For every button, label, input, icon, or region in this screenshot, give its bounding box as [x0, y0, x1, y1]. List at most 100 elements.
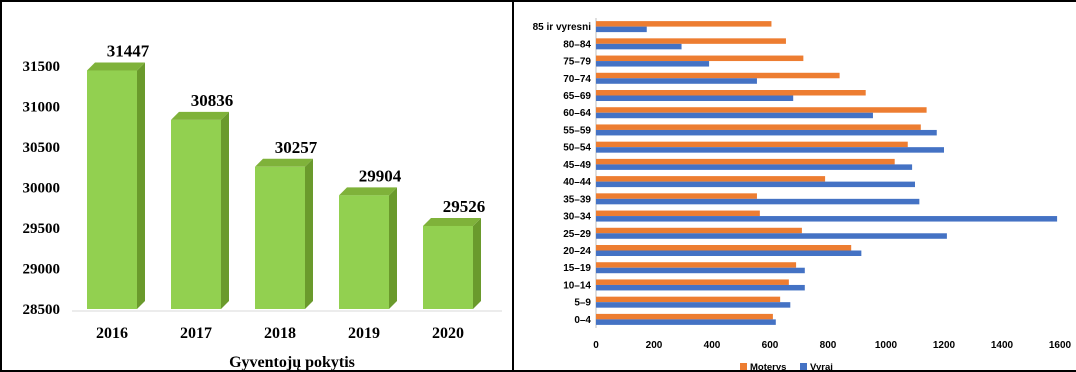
- bar-moterys-9: [596, 158, 895, 165]
- bar-moterys-7: [596, 193, 757, 199]
- bar-top: [171, 111, 229, 120]
- bar-moterys-14: [596, 72, 840, 79]
- x-axis-title: Gyventojų pokytis: [229, 354, 355, 370]
- legend-swatch-moterys: [740, 363, 747, 370]
- bar-vyrai-17: [596, 26, 647, 33]
- bar-vyrai-10: [596, 147, 944, 153]
- x-tick-label: 200: [646, 340, 663, 351]
- bar-vyrai-15: [596, 61, 710, 67]
- bar-vyrai-12: [596, 112, 873, 119]
- y-tick-label: 75–79: [563, 57, 591, 68]
- data-label: 30836: [191, 91, 234, 110]
- y-tick-label: 85 ir vyresni: [533, 22, 592, 33]
- bar-moterys-16: [596, 38, 786, 44]
- x-tick-label: 2018: [264, 325, 296, 342]
- age-sex-chart-panel: 0–4 5–9 10–14 15–19 20–24 25–29 30–34 35–39 40–4…: [514, 0, 1076, 372]
- y-tick-label: 20–24: [563, 246, 591, 257]
- bar-moterys-11: [596, 124, 921, 130]
- legend-label: Moterys: [750, 362, 786, 370]
- bar-side: [137, 62, 145, 309]
- y-tick-label: 28500: [23, 302, 61, 318]
- y-tick-label: 70–74: [563, 74, 591, 85]
- x-tick-label: 1200: [933, 340, 956, 351]
- bar-moterys-3: [596, 262, 797, 268]
- bar-vyrai-7: [596, 198, 920, 205]
- bar-vyrai-13: [596, 95, 794, 101]
- bar-2016: [87, 70, 137, 309]
- bar-side: [305, 158, 313, 309]
- bar-moterys-10: [596, 141, 908, 148]
- x-tick-label: 1000: [875, 340, 898, 351]
- bar-side: [473, 217, 481, 309]
- bar-vyrai-1: [596, 302, 791, 308]
- y-tick-label: 29500: [23, 221, 61, 237]
- y-tick-label: 30500: [23, 140, 61, 156]
- y-tick-label: 31500: [23, 59, 61, 75]
- y-tick-label: 0–4: [574, 315, 591, 326]
- bar-vyrai-14: [596, 78, 757, 84]
- data-label: 29526: [443, 197, 486, 216]
- bar-top: [339, 187, 397, 196]
- y-tick-label: 25–29: [563, 229, 591, 240]
- bar-vyrai-16: [596, 43, 682, 50]
- bar-moterys-17: [596, 21, 772, 27]
- bar-vyrai-11: [596, 129, 937, 136]
- y-tick-label: 5–9: [574, 298, 591, 309]
- bar-vyrai-3: [596, 267, 805, 274]
- x-tick-label: 0: [593, 340, 599, 351]
- x-tick-label: 1600: [1049, 340, 1072, 351]
- bar-moterys-1: [596, 296, 781, 303]
- y-tick-label: 15–19: [563, 263, 591, 274]
- population-change-chart: 28500 29000 29500 30000 30500 31000 31500 31447…: [23, 41, 502, 370]
- y-tick-label: 45–49: [563, 160, 591, 171]
- data-label: 30257: [275, 138, 318, 157]
- bar-side: [221, 111, 229, 310]
- bar-moterys-13: [596, 90, 866, 96]
- y-tick-label: 29000: [23, 262, 61, 278]
- population-change-chart-panel: 28500 29000 29500 30000 30500 31000 31500 31447…: [0, 0, 514, 372]
- bar-2020: [423, 225, 473, 309]
- y-tick-label: 30–34: [563, 212, 591, 223]
- y-tick-label: 55–59: [563, 125, 591, 136]
- data-label: 31447: [107, 41, 150, 60]
- x-tick-label: 600: [762, 340, 779, 351]
- bar-moterys-5: [596, 227, 802, 234]
- bar-moterys-15: [596, 55, 804, 62]
- bar-2018: [255, 166, 305, 309]
- bar-vyrai-4: [596, 250, 862, 256]
- legend-label: Vyrai: [810, 362, 833, 370]
- bar-moterys-6: [596, 210, 760, 217]
- x-tick-label: 1400: [991, 340, 1014, 351]
- bar-side: [389, 187, 397, 309]
- data-label: 29904: [359, 166, 402, 185]
- bar-2019: [339, 195, 389, 309]
- x-tick-label: 2016: [96, 325, 128, 342]
- legend-swatch-vyrai: [800, 363, 807, 370]
- bar-top: [423, 217, 481, 226]
- bar-vyrai-0: [596, 319, 776, 325]
- y-tick-label: 35–39: [563, 194, 591, 205]
- bar-top: [87, 62, 145, 71]
- y-tick-label: 65–69: [563, 91, 591, 102]
- bar-2017: [171, 119, 221, 310]
- x-tick-label: 2017: [180, 325, 212, 342]
- x-tick-label: 2019: [348, 325, 380, 342]
- y-tick-label: 30000: [23, 181, 61, 197]
- y-tick-label: 80–84: [563, 39, 591, 50]
- bar-top: [255, 158, 313, 167]
- y-tick-label: 40–44: [563, 177, 591, 188]
- bar-moterys-8: [596, 176, 826, 182]
- x-tick-label: 2020: [432, 325, 464, 342]
- bar-vyrai-6: [596, 216, 1058, 222]
- y-tick-label: 31000: [23, 100, 61, 116]
- bar-moterys-12: [596, 107, 927, 113]
- bar-vyrai-2: [596, 284, 805, 291]
- bar-moterys-0: [596, 313, 773, 320]
- y-tick-label: 50–54: [563, 143, 591, 154]
- bar-moterys-4: [596, 245, 852, 251]
- x-tick-label: 400: [704, 340, 721, 351]
- bar-vyrai-5: [596, 233, 947, 239]
- bar-moterys-2: [596, 279, 789, 285]
- y-tick-label: 60–64: [563, 108, 591, 119]
- bar-vyrai-9: [596, 164, 913, 170]
